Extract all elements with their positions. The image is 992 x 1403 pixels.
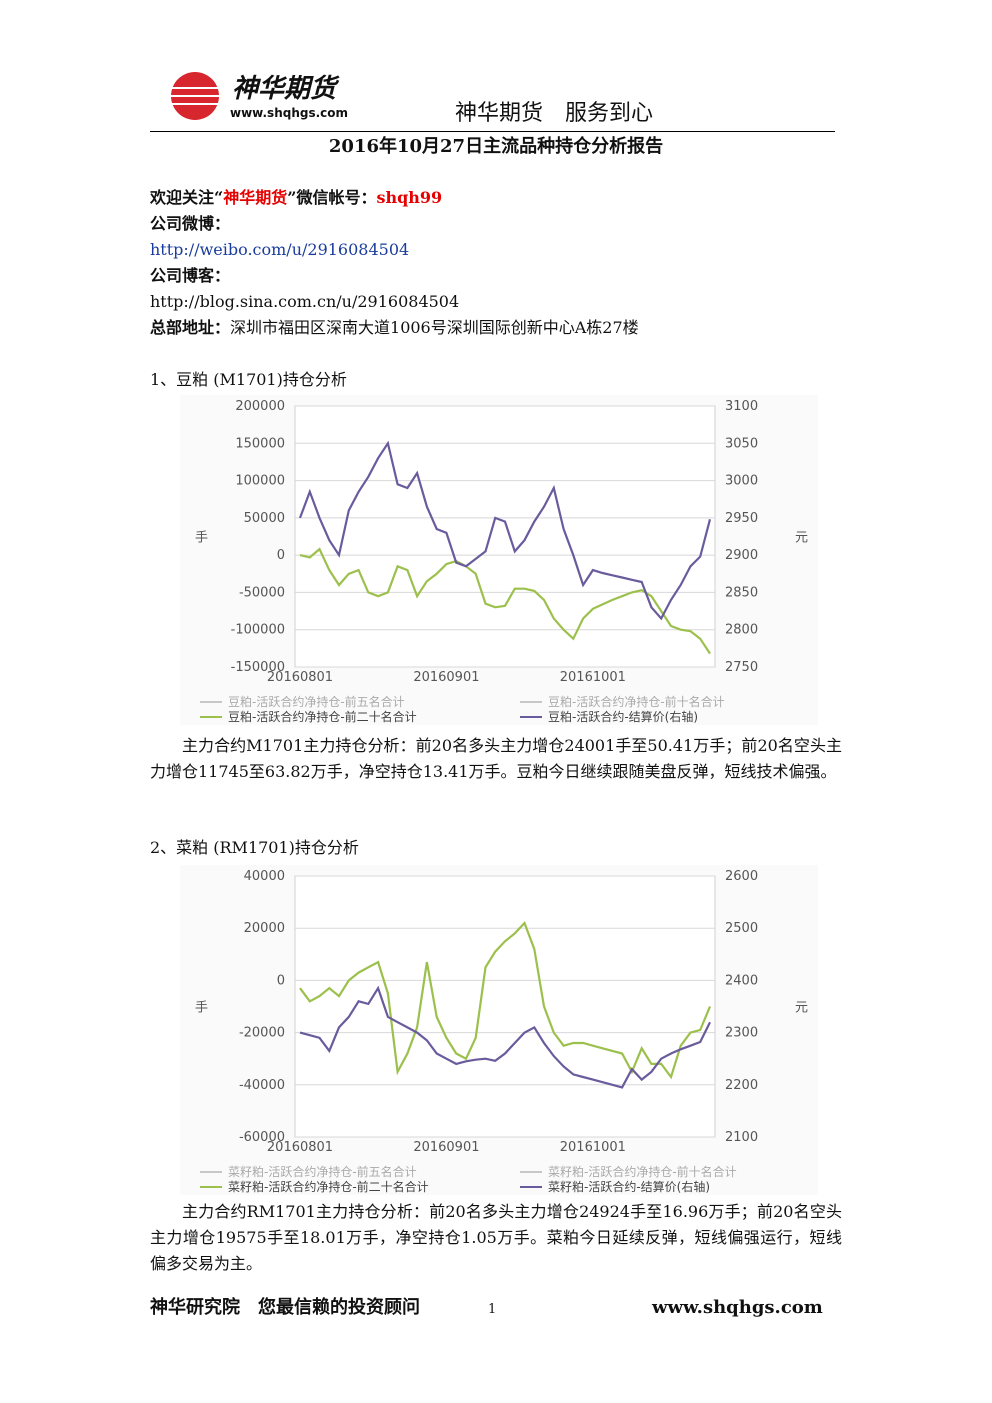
legend-label: 菜籽粕-活跃合约净持仓-前二十名合计 [228,1179,429,1194]
paragraph: 主力合约M1701主力持仓分析：前20名多头主力增仓24001手至50.41万手… [150,736,842,781]
logo-mark [170,72,220,120]
y2-tick-label: 2600 [725,869,758,884]
weibo-link[interactable]: http://weibo.com/u/2916084504 [150,240,410,259]
y2-tick-label: 2750 [725,660,758,675]
x-tick-label: 20160901 [413,1140,479,1155]
x-tick-label: 20161001 [560,1140,626,1155]
x-tick-label: 20160801 [267,1140,333,1155]
doc-title: 2016年10月27日主流品种持仓分析报告 [328,136,664,157]
brand-site: www.shqhgs.com [230,106,349,120]
y2-tick-label: 2950 [725,511,758,526]
blog-url: http://blog.sina.com.cn/u/2916084504 [150,292,460,311]
y-tick-label: 200000 [235,399,285,414]
legend-label: 豆粕-活跃合约净持仓-前十名合计 [548,694,725,709]
y-tick-label: 20000 [244,921,285,936]
y2-tick-label: 2200 [725,1078,758,1093]
y-tick-label: -150000 [231,660,285,675]
text: 神华期货 [223,188,288,207]
y-tick-label: 100000 [235,474,285,489]
y-axis-label: 手 [195,1001,208,1016]
y2-tick-label: 2850 [725,585,758,600]
y-tick-label: 0 [277,973,285,988]
y2-tick-label: 2100 [725,1130,758,1145]
y-tick-label: 50000 [244,511,285,526]
slogan: 神华期货 服务到心 [455,101,654,126]
x-tick-label: 20161001 [560,670,626,685]
legend-label: 豆粕-活跃合约净持仓-前二十名合计 [228,709,417,724]
series-line [298,440,712,621]
y2-axis-label: 元 [795,1001,808,1016]
address-line: 总部地址：深圳市福田区深南大道1006号深圳国际创新中心A栋27楼 [150,318,639,338]
legend-label: 菜籽粕-活跃合约-结算价(右轴) [548,1179,710,1194]
blog-label: 公司博客： [150,266,231,285]
y-tick-label: -20000 [239,1026,285,1041]
plot-area [294,875,716,1138]
header-rule [150,131,835,132]
y2-tick-label: 2800 [725,623,758,638]
y-tick-label: -100000 [231,623,285,638]
chart: -60000 -40000 -20000 0 20000 40000 2100 2200 230… [180,865,818,1195]
section-heading: 1、豆粕 (M1701)持仓分析 [150,370,347,389]
legend-label: 豆粕-活跃合约净持仓-前五名合计 [228,694,405,709]
address: 深圳市福田区深南大道1006号深圳国际创新中心A栋27楼 [230,318,639,337]
y2-tick-label: 2500 [725,921,758,936]
y2-tick-label: 2400 [725,973,758,988]
address-label: 总部地址： [150,318,231,337]
y2-axis-label: 元 [795,531,808,546]
y2-tick-label: 3050 [725,436,758,451]
brand: 神华期货 [232,74,337,104]
y-tick-label: 40000 [244,869,285,884]
chart: -150000 -100000 -50000 0 50000 100000 150000 20… [180,395,818,725]
series-line [299,547,711,655]
y2-tick-label: 3100 [725,399,758,414]
legend-label: 菜籽粕-活跃合约净持仓-前十名合计 [548,1164,737,1179]
legend-label: 豆粕-活跃合约-结算价(右轴) [548,709,698,724]
footer-right: www.shqhgs.com [652,1297,823,1318]
weibo-label: 公司微博： [150,214,231,233]
y2-tick-label: 2900 [725,548,758,563]
section-heading: 2、菜粕 (RM1701)持仓分析 [150,838,359,857]
y-axis-label: 手 [195,531,208,546]
footer-left: 神华研究院 您最信赖的投资顾问 [150,1297,420,1318]
series-line [299,985,711,1089]
legend-label: 菜籽粕-活跃合约净持仓-前五名合计 [228,1164,417,1179]
series-line [299,920,712,1080]
x-tick-label: 20160801 [267,670,333,685]
text: shqh99 [376,188,443,207]
plot-area [294,405,716,668]
x-tick-label: 20160901 [413,670,479,685]
text: 欢迎关注“ [150,188,224,207]
y-tick-label: -60000 [239,1130,285,1145]
y-tick-label: 150000 [235,436,285,451]
text: ”微信帐号： [287,188,377,207]
y-tick-label: -40000 [239,1078,285,1093]
page-number: 1 [488,1302,497,1317]
y2-tick-label: 2300 [725,1026,758,1041]
y2-tick-label: 3000 [725,474,758,489]
wechat-line: 欢迎关注“神华期货”微信帐号：shqh99 [150,188,442,208]
paragraph: 主力合约RM1701主力持仓分析：前20名多头主力增仓24924手至16.96万… [150,1202,842,1273]
y-tick-label: 0 [277,548,285,563]
y-tick-label: -50000 [239,585,285,600]
